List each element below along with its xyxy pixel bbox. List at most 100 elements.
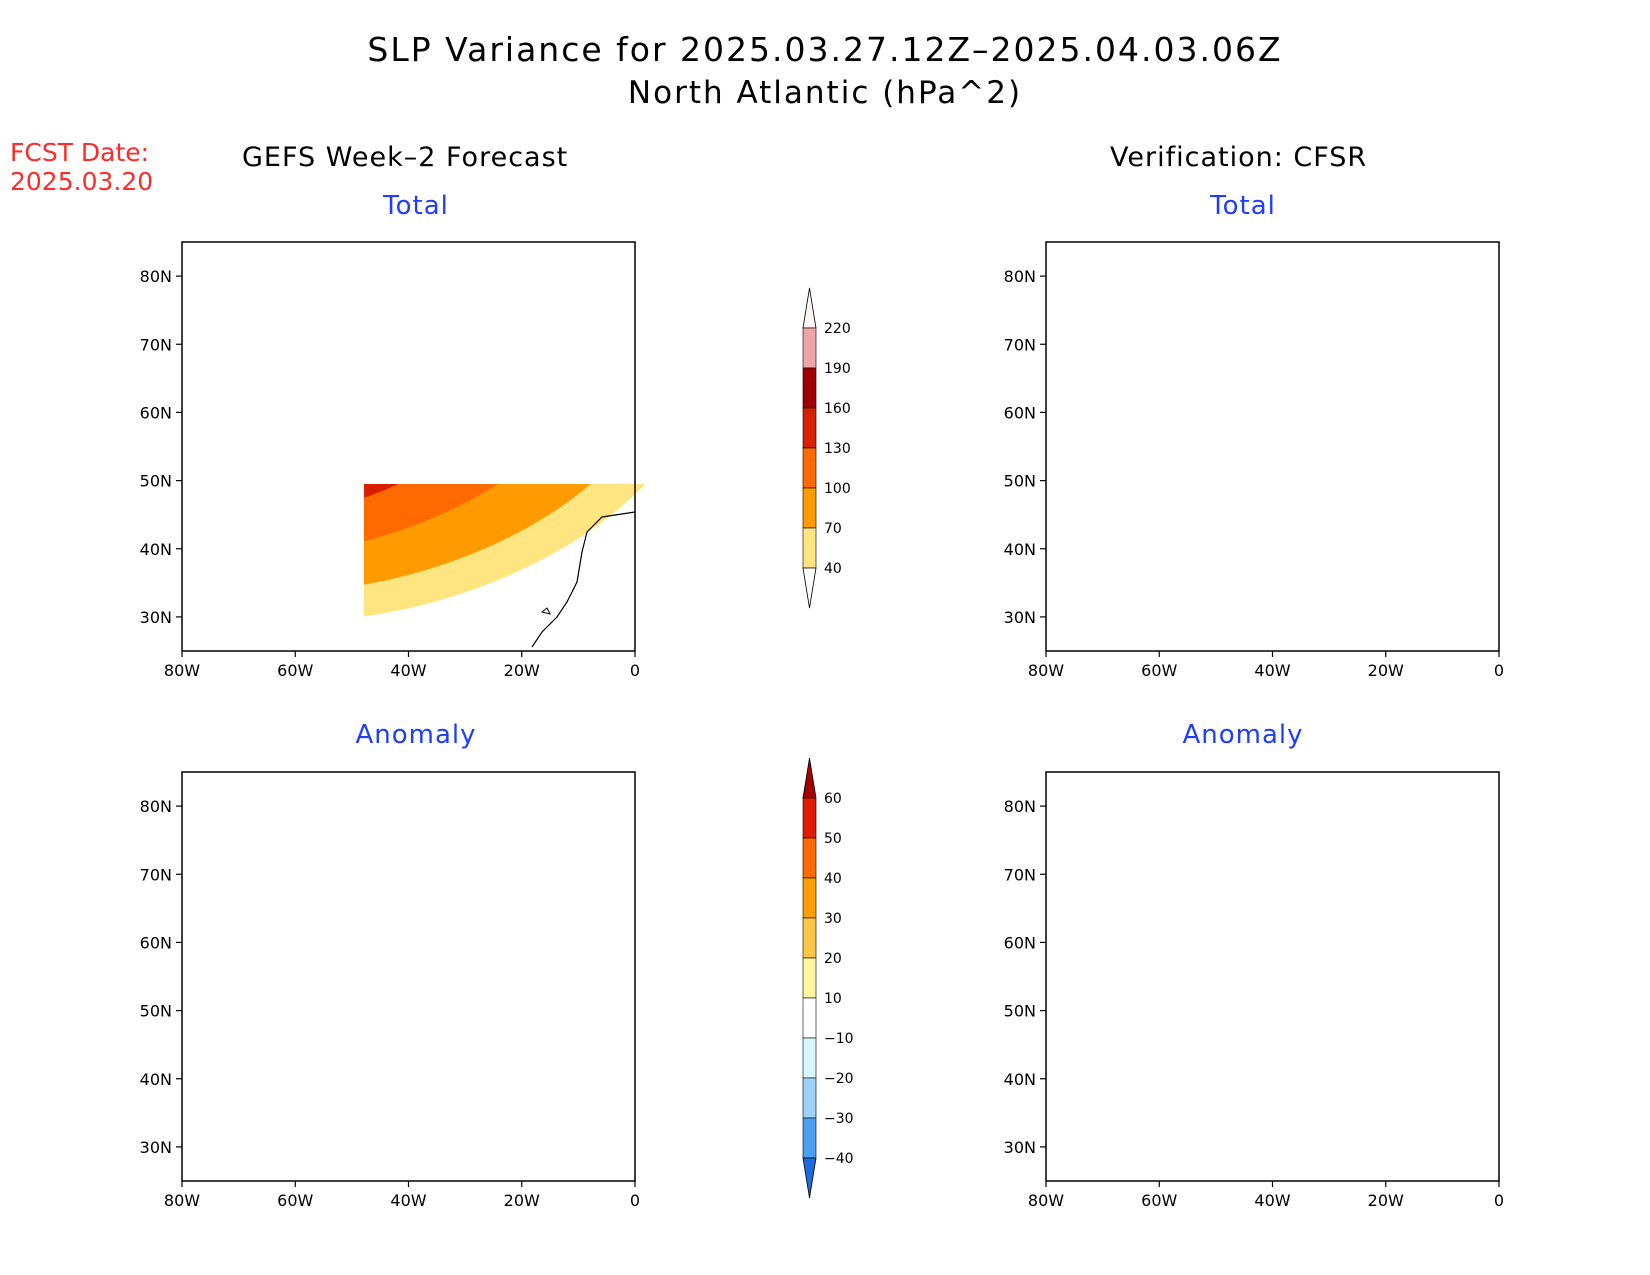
colorbar-total-level: 220 <box>824 321 851 337</box>
colorbar-anomaly: 60 50 40 30 20 10 −10 −20 −30 −40 <box>802 757 854 1199</box>
panel-label-verification-anomaly: Anomaly <box>1182 720 1304 750</box>
colorbar-anomaly-swatch <box>802 997 817 1039</box>
lat-tick-label: 60N <box>1004 403 1036 422</box>
lon-tick-label: 80W <box>164 1191 200 1210</box>
frame-forecast-anomaly <box>181 771 636 1182</box>
lon-tick-label: 20W <box>1368 1191 1404 1210</box>
lon-tick-label: 80W <box>164 661 200 680</box>
lat-tick-label: 60N <box>140 403 172 422</box>
lat-tick-label: 30N <box>140 1138 172 1157</box>
colorbar-total-swatch <box>802 527 817 569</box>
lon-tick-label: 0 <box>1494 661 1504 680</box>
lat-tick-label: 60N <box>140 933 172 952</box>
page-subtitle: North Atlantic (hPa^2) <box>627 75 1023 111</box>
colorbar-total-swatch <box>802 487 817 529</box>
colorbar-total-level: 130 <box>824 441 851 457</box>
lat-tick-label: 30N <box>1004 608 1036 627</box>
colorbar-total-level: 190 <box>824 361 851 377</box>
lat-tick-label: 40N <box>140 1070 172 1089</box>
lat-tick-label: 40N <box>140 540 172 559</box>
colorbar-anomaly-swatch <box>802 877 817 919</box>
colorbar-anomaly-level: 60 <box>824 791 842 807</box>
colorbar-anomaly-top-cap <box>802 757 817 799</box>
lat-tick-label: 30N <box>140 608 172 627</box>
colorbar-anomaly-level: 30 <box>824 911 842 927</box>
column-heading-forecast: GEFS Week–2 Forecast <box>242 142 569 173</box>
lon-tick-label: 40W <box>1254 661 1290 680</box>
map-verification-anomaly <box>1036 772 1501 1181</box>
colorbar-anomaly-level: 20 <box>824 951 842 967</box>
panel-label-forecast-total: Total <box>383 191 449 221</box>
lon-tick-label: 0 <box>630 661 640 680</box>
lat-tick-label: 70N <box>140 865 172 884</box>
page-title: SLP Variance for 2025.03.27.12Z–2025.04.… <box>367 30 1283 69</box>
map-verification-total <box>1036 252 1499 647</box>
colorbar-total-bottom-cap <box>802 567 817 609</box>
colorbar-anomaly-swatch <box>802 957 817 999</box>
fcst-date-label: FCST Date: 2025.03.20 <box>10 138 153 196</box>
colorbar-anomaly-swatch <box>802 1077 817 1119</box>
colorbar-total-swatch <box>802 407 817 449</box>
lon-tick-label: 60W <box>1141 1191 1177 1210</box>
colorbar-anomaly-swatch <box>802 837 817 879</box>
colorbar-total-swatch <box>802 447 817 489</box>
map-forecast-total <box>364 484 692 648</box>
colorbar-anomaly-swatch <box>802 1037 817 1079</box>
lon-tick-label: 40W <box>390 1191 426 1210</box>
fcst-date-caption: FCST Date: <box>10 138 150 167</box>
colorbar-total-level: 100 <box>824 481 851 497</box>
colorbar-anomaly-swatch <box>802 797 817 839</box>
colorbar-total-level: 70 <box>824 521 842 537</box>
colorbar-anomaly-level: −40 <box>824 1151 854 1167</box>
panel-label-forecast-anomaly: Anomaly <box>355 720 477 750</box>
colorbar-anomaly-level: 50 <box>824 831 842 847</box>
lat-tick-label: 30N <box>1004 1138 1036 1157</box>
lat-tick-label: 60N <box>1004 933 1036 952</box>
lat-tick-label: 50N <box>1004 472 1036 491</box>
frame-verification-total <box>1045 241 1500 652</box>
lat-tick-label: 80N <box>140 267 172 286</box>
lon-tick-label: 60W <box>1141 661 1177 680</box>
lat-tick-label: 50N <box>140 1002 172 1021</box>
colorbar-total: 220 190 160 130 100 70 40 <box>802 287 851 609</box>
lat-tick-label: 50N <box>140 472 172 491</box>
lon-tick-label: 60W <box>277 1191 313 1210</box>
frame-verification-anomaly <box>1045 771 1500 1182</box>
lon-tick-label: 60W <box>277 661 313 680</box>
lat-tick-label: 40N <box>1004 540 1036 559</box>
colorbar-anomaly-level: −20 <box>824 1071 854 1087</box>
colorbar-total-level: 40 <box>824 561 842 577</box>
map-forecast-anomaly <box>147 772 635 1194</box>
lat-tick-label: 50N <box>1004 1002 1036 1021</box>
lon-tick-label: 0 <box>630 1191 640 1210</box>
lon-tick-label: 0 <box>1494 1191 1504 1210</box>
lon-tick-label: 40W <box>390 661 426 680</box>
colorbar-total-top-cap <box>802 287 817 329</box>
column-heading-verification: Verification: CFSR <box>1110 142 1368 173</box>
panel-label-verification-total: Total <box>1210 191 1276 221</box>
lat-tick-label: 80N <box>1004 797 1036 816</box>
colorbar-anomaly-bottom-cap <box>802 1157 817 1199</box>
lat-tick-label: 70N <box>1004 865 1036 884</box>
colorbar-anomaly-swatch <box>802 1117 817 1159</box>
lat-tick-label: 80N <box>140 797 172 816</box>
lon-tick-label: 20W <box>504 1191 540 1210</box>
lat-tick-label: 70N <box>1004 335 1036 354</box>
fcst-date-value: 2025.03.20 <box>10 167 154 196</box>
lon-tick-label: 20W <box>1368 661 1404 680</box>
colorbar-anomaly-level: −30 <box>824 1111 854 1127</box>
colorbar-total-swatch <box>802 367 817 409</box>
lat-tick-label: 70N <box>140 335 172 354</box>
colorbar-anomaly-level: 10 <box>824 991 842 1007</box>
lat-tick-label: 80N <box>1004 267 1036 286</box>
colorbar-total-swatch <box>802 327 817 369</box>
lat-tick-label: 40N <box>1004 1070 1036 1089</box>
lon-tick-label: 80W <box>1028 661 1064 680</box>
colorbar-anomaly-swatch <box>802 917 817 959</box>
colorbar-total-level: 160 <box>824 401 851 417</box>
lon-tick-label: 40W <box>1254 1191 1290 1210</box>
colorbar-anomaly-level: −10 <box>824 1031 854 1047</box>
lon-tick-label: 80W <box>1028 1191 1064 1210</box>
colorbar-anomaly-level: 40 <box>824 871 842 887</box>
